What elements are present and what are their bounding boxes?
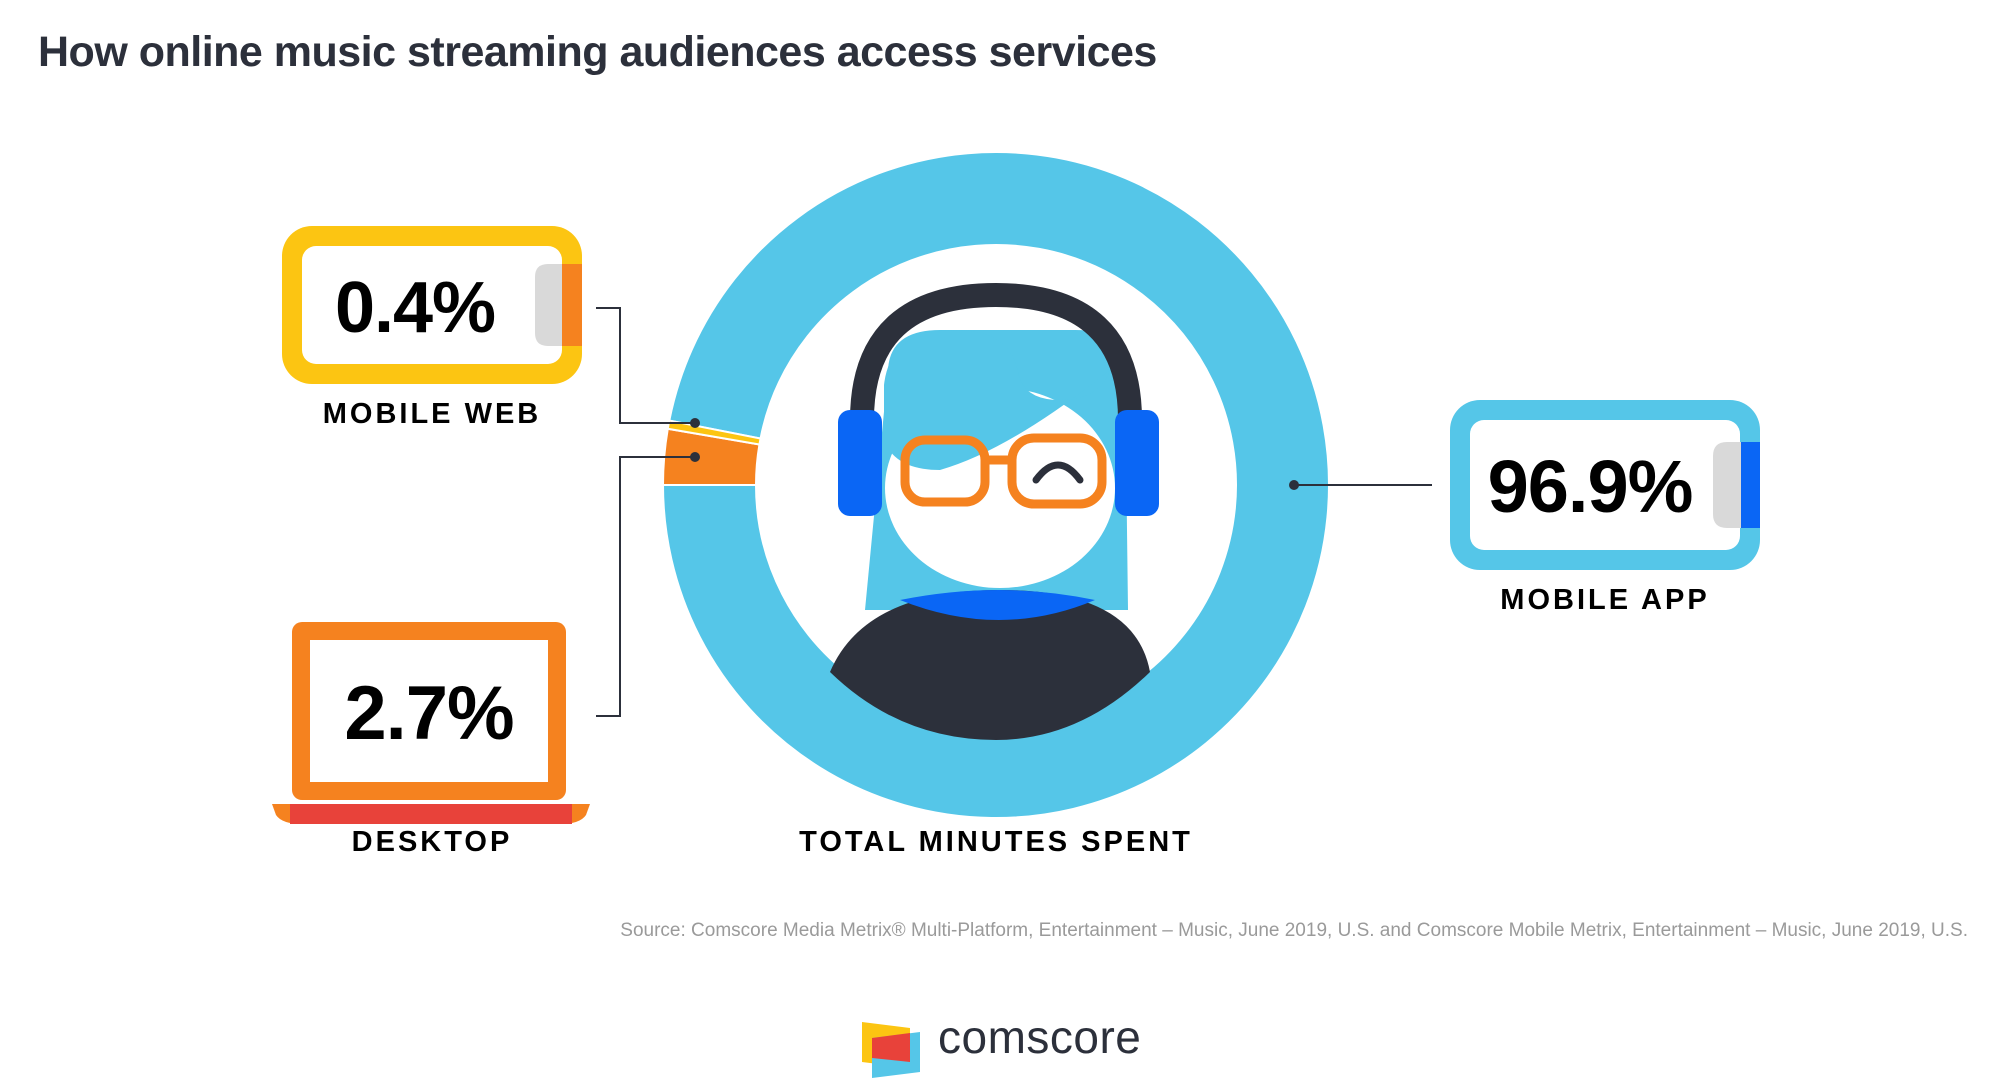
value-label-mobile-app: 96.9%: [1487, 445, 1694, 528]
leader-lines: [596, 307, 1432, 717]
mobile-phone-icon: [282, 226, 582, 384]
category-label-desktop: DESKTOP: [351, 826, 513, 858]
mobile-phone-icon: [1450, 400, 1760, 570]
value-label-desktop: 2.7%: [344, 671, 514, 756]
donut-slices: [661, 151, 1330, 819]
page-title: How online music streaming audiences acc…: [38, 28, 1157, 76]
comscore-logo-icon: [862, 1022, 920, 1078]
donut-slice-mobile-web: [666, 419, 762, 446]
category-label-mobile-web: MOBILE WEB: [322, 398, 542, 430]
donut-slice-mobile-app: [661, 151, 1330, 819]
category-label-mobile-app: MOBILE APP: [1500, 584, 1710, 616]
headphones-listener-icon: [830, 282, 1159, 740]
value-label-mobile-web: 0.4%: [334, 268, 496, 348]
center-label: TOTAL MINUTES SPENT: [799, 826, 1193, 858]
brand-name: comscore: [938, 1011, 1142, 1063]
laptop-icon: [272, 622, 590, 824]
source-note: Source: Comscore Media Metrix® Multi-Pla…: [620, 920, 1968, 941]
